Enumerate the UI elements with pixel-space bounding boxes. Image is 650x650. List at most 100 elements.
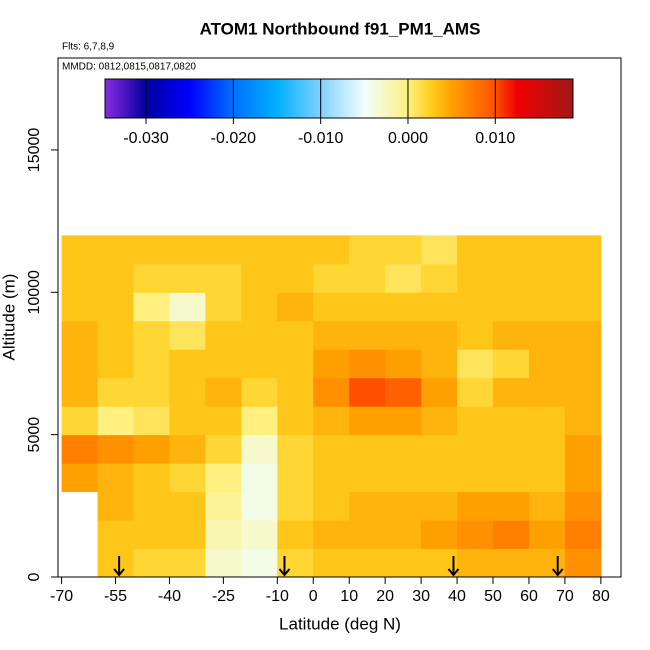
- heat-cell: [385, 320, 422, 350]
- heat-cell: [205, 263, 242, 293]
- heat-cell: [564, 292, 602, 322]
- heat-cell: [385, 292, 422, 322]
- heat-cell: [457, 349, 494, 379]
- heat-cell: [241, 548, 278, 578]
- heat-cell: [133, 292, 170, 322]
- x-axis-label: Latitude (deg N): [279, 614, 401, 633]
- heat-cell: [97, 520, 134, 550]
- heat-cell: [205, 406, 242, 436]
- subtitle: Flts: 6,7,8,9: [62, 42, 115, 53]
- y-tick-label: 10000: [26, 270, 43, 315]
- heat-cell: [349, 235, 386, 265]
- heat-cell: [205, 463, 242, 493]
- heat-cell: [97, 292, 134, 322]
- x-tick-label: 20: [376, 588, 394, 605]
- annotation: MMDD: 0812,0815,0817,0820: [62, 62, 196, 73]
- heat-cell: [277, 263, 314, 293]
- heat-cell: [493, 548, 530, 578]
- heat-cell: [385, 491, 422, 521]
- heat-cell: [349, 292, 386, 322]
- y-axis-label: Altitude (m): [0, 274, 18, 361]
- colorbar-tick-label: -0.010: [298, 130, 343, 147]
- heat-cell: [169, 463, 206, 493]
- x-tick-label: -40: [158, 588, 181, 605]
- heat-cell: [385, 434, 422, 464]
- heat-cell: [61, 463, 99, 493]
- heat-cell: [385, 520, 422, 550]
- heat-cell: [385, 263, 422, 293]
- colorbar-tick-label: 0.010: [475, 130, 515, 147]
- heat-cell: [564, 463, 602, 493]
- heat-cell: [97, 349, 134, 379]
- flight-arrow: [447, 556, 460, 577]
- heat-cell: [205, 491, 242, 521]
- heat-cell: [421, 235, 458, 265]
- heat-cell: [493, 463, 530, 493]
- axes: -70 -55 -40 -25 -10 0 10 20 30 40 50 60 70 80 0 5000 100…: [26, 57, 622, 605]
- colorbar-tick-label: -0.020: [211, 130, 256, 147]
- heat-cell: [133, 434, 170, 464]
- x-tick-label: 40: [448, 588, 466, 605]
- heat-cell: [528, 434, 566, 464]
- heat-cell: [97, 263, 134, 293]
- heat-cell: [133, 377, 170, 407]
- heat-cell: [457, 320, 494, 350]
- heat-cell: [385, 349, 422, 379]
- heat-cell: [277, 292, 314, 322]
- heat-cell: [133, 491, 170, 521]
- heat-cell: [169, 320, 206, 350]
- x-tick-label: 30: [412, 588, 430, 605]
- heat-cell: [421, 377, 458, 407]
- heat-cell: [241, 320, 278, 350]
- heat-cell: [493, 520, 530, 550]
- x-tick-label: -25: [212, 588, 235, 605]
- heat-cell: [169, 292, 206, 322]
- x-tick-label: 70: [556, 588, 574, 605]
- heat-cell: [421, 491, 458, 521]
- heat-cell: [457, 377, 494, 407]
- heat-cell: [385, 548, 422, 578]
- heat-cell: [241, 263, 278, 293]
- heat-cell: [169, 349, 206, 379]
- heat-cell: [169, 491, 206, 521]
- heat-cell: [277, 377, 314, 407]
- heat-cell: [349, 263, 386, 293]
- heat-cell: [205, 292, 242, 322]
- heat-cell: [205, 548, 242, 578]
- heat-cell: [421, 520, 458, 550]
- heat-cell: [277, 406, 314, 436]
- heatmap: [61, 235, 602, 578]
- heat-cell: [97, 377, 134, 407]
- heat-cell: [133, 406, 170, 436]
- flight-arrow: [113, 556, 125, 577]
- heat-cell: [457, 548, 494, 578]
- heat-cell: [385, 377, 422, 407]
- heat-cell: [313, 349, 350, 379]
- heat-cell: [313, 292, 350, 322]
- heat-cell: [169, 520, 206, 550]
- heat-cell: [385, 406, 422, 436]
- heat-cell: [457, 491, 494, 521]
- heat-cell: [205, 349, 242, 379]
- heat-cell: [205, 377, 242, 407]
- heat-cell: [564, 434, 602, 464]
- x-tick-label: -55: [104, 588, 127, 605]
- heat-cell: [564, 263, 602, 293]
- heat-cell: [493, 349, 530, 379]
- x-tick-label: -10: [266, 588, 289, 605]
- heat-cell: [61, 263, 99, 293]
- heat-cell: [493, 434, 530, 464]
- heat-cell: [241, 377, 278, 407]
- heat-cell: [313, 406, 350, 436]
- heat-cell: [313, 235, 350, 265]
- heat-cell: [205, 235, 242, 265]
- chart-title: ATOM1 Northbound f91_PM1_AMS: [200, 19, 481, 38]
- heat-cell: [564, 320, 602, 350]
- heat-cell: [241, 292, 278, 322]
- x-tick-label: -70: [50, 588, 73, 605]
- heat-cell: [169, 235, 206, 265]
- heat-cell: [97, 463, 134, 493]
- heat-cell: [564, 377, 602, 407]
- heat-cell: [277, 463, 314, 493]
- heat-cell: [421, 406, 458, 436]
